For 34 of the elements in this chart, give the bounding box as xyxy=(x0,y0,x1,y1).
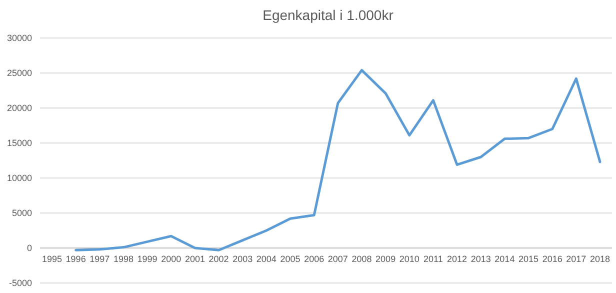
y-tick-label: 30000 xyxy=(6,33,32,44)
x-tick-label: 1999 xyxy=(137,254,158,264)
chart-title: Egenkapital i 1.000kr xyxy=(262,7,394,23)
y-tick-label: 10000 xyxy=(6,173,32,184)
x-tick-label: 1997 xyxy=(90,254,110,264)
x-tick-label: 2000 xyxy=(161,254,182,264)
x-tick-label: 2001 xyxy=(184,254,205,264)
y-tick-label: 15000 xyxy=(6,138,32,148)
x-tick-label: 2013 xyxy=(470,254,491,264)
x-tick-label: 2015 xyxy=(518,254,539,264)
y-tick-label: -5000 xyxy=(8,278,32,288)
x-tick-label: 2003 xyxy=(232,254,253,264)
y-tick-label: 25000 xyxy=(6,68,32,78)
x-tick-label: 1996 xyxy=(66,254,86,264)
x-tick-label: 2014 xyxy=(494,254,515,264)
y-tick-label: 20000 xyxy=(6,103,32,114)
x-tick-label: 2018 xyxy=(590,254,610,264)
x-tick-label: 2007 xyxy=(328,254,348,264)
x-tick-label: 2017 xyxy=(566,254,586,264)
x-tick-label: 2002 xyxy=(208,254,229,264)
y-tick-label: 5000 xyxy=(12,208,32,218)
x-tick-label: 2010 xyxy=(399,254,420,264)
x-tick-label: 1998 xyxy=(113,254,134,264)
x-tick-label: 2012 xyxy=(447,254,468,264)
x-tick-label: 2008 xyxy=(352,254,372,264)
x-tick-label: 2009 xyxy=(376,254,396,264)
x-tick-label: 2006 xyxy=(304,254,324,264)
x-tick-label: 2016 xyxy=(542,254,562,264)
x-tick-label: 1995 xyxy=(42,254,62,264)
y-tick-label: 0 xyxy=(26,243,32,254)
x-tick-label: 2004 xyxy=(256,254,276,264)
x-tick-label: 2005 xyxy=(280,254,300,264)
x-tick-label: 2011 xyxy=(424,254,443,264)
line-series xyxy=(74,68,602,252)
